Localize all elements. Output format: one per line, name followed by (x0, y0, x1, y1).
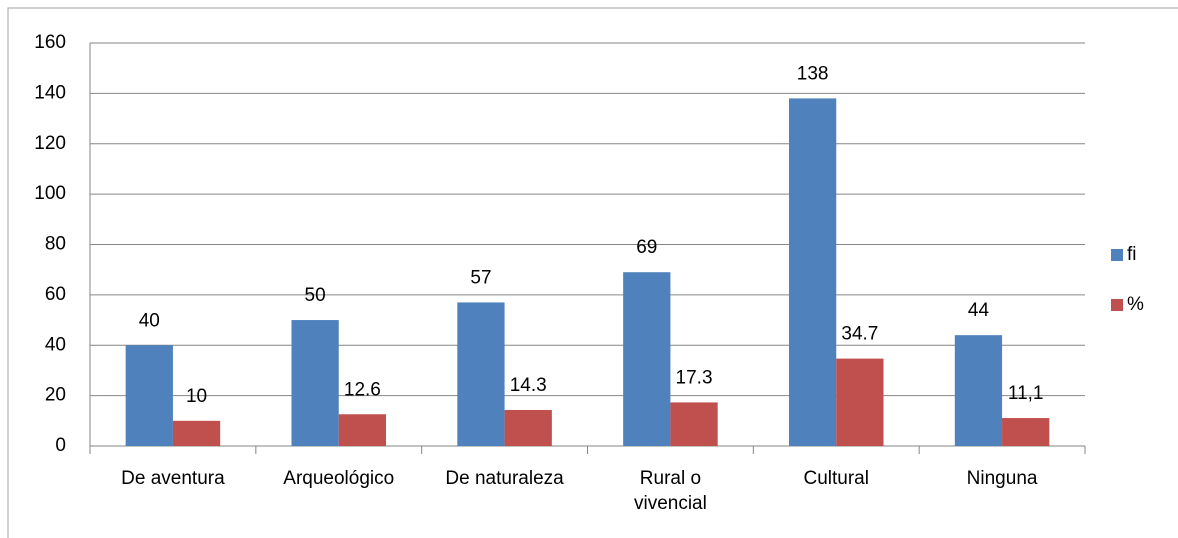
y-tick-label: 20 (45, 385, 66, 406)
legend-label: % (1127, 294, 1144, 315)
bar (291, 320, 339, 446)
bar (623, 272, 671, 446)
data-label: 14.3 (510, 375, 547, 396)
x-tick-label: Cultural (803, 468, 869, 489)
y-tick-label: 60 (45, 284, 66, 305)
x-tick-label: De naturaleza (445, 468, 564, 489)
legend-swatch (1111, 249, 1123, 261)
legend-swatch (1111, 299, 1123, 311)
y-tick-label: 100 (34, 183, 66, 204)
data-label: 12.6 (344, 379, 381, 400)
data-label: 50 (305, 285, 326, 306)
bar (836, 358, 884, 446)
bar (172, 420, 221, 446)
bar (670, 402, 718, 446)
data-label: 69 (636, 237, 657, 258)
data-label: 17.3 (676, 367, 713, 388)
data-label: 11,1 (1008, 383, 1044, 404)
data-label: 34.7 (841, 324, 878, 345)
bar (954, 335, 1003, 446)
data-label: 10 (186, 386, 207, 407)
bar (338, 414, 387, 446)
x-tick-label: Ninguna (966, 468, 1038, 489)
y-tick-label: 160 (34, 32, 66, 53)
chart-frame (7, 7, 1178, 538)
y-tick-label: 140 (34, 82, 66, 103)
bar (1002, 418, 1050, 446)
y-tick-label: 40 (45, 334, 66, 355)
x-tick-label: Rural o vivencial (633, 468, 707, 514)
x-tick-label: Arqueológico (283, 468, 395, 489)
data-label: 44 (968, 300, 990, 321)
data-label: 138 (797, 63, 829, 84)
x-tick-label: De aventura (121, 468, 225, 489)
data-label: 40 (139, 310, 160, 331)
data-label: 57 (470, 267, 491, 288)
bar (457, 302, 505, 446)
legend-label: fi (1127, 244, 1137, 265)
y-tick-label: 120 (34, 133, 66, 154)
bar (504, 409, 552, 446)
bar (125, 345, 173, 446)
bar (788, 98, 837, 446)
y-tick-label: 0 (55, 435, 66, 456)
y-tick-label: 80 (45, 234, 66, 255)
